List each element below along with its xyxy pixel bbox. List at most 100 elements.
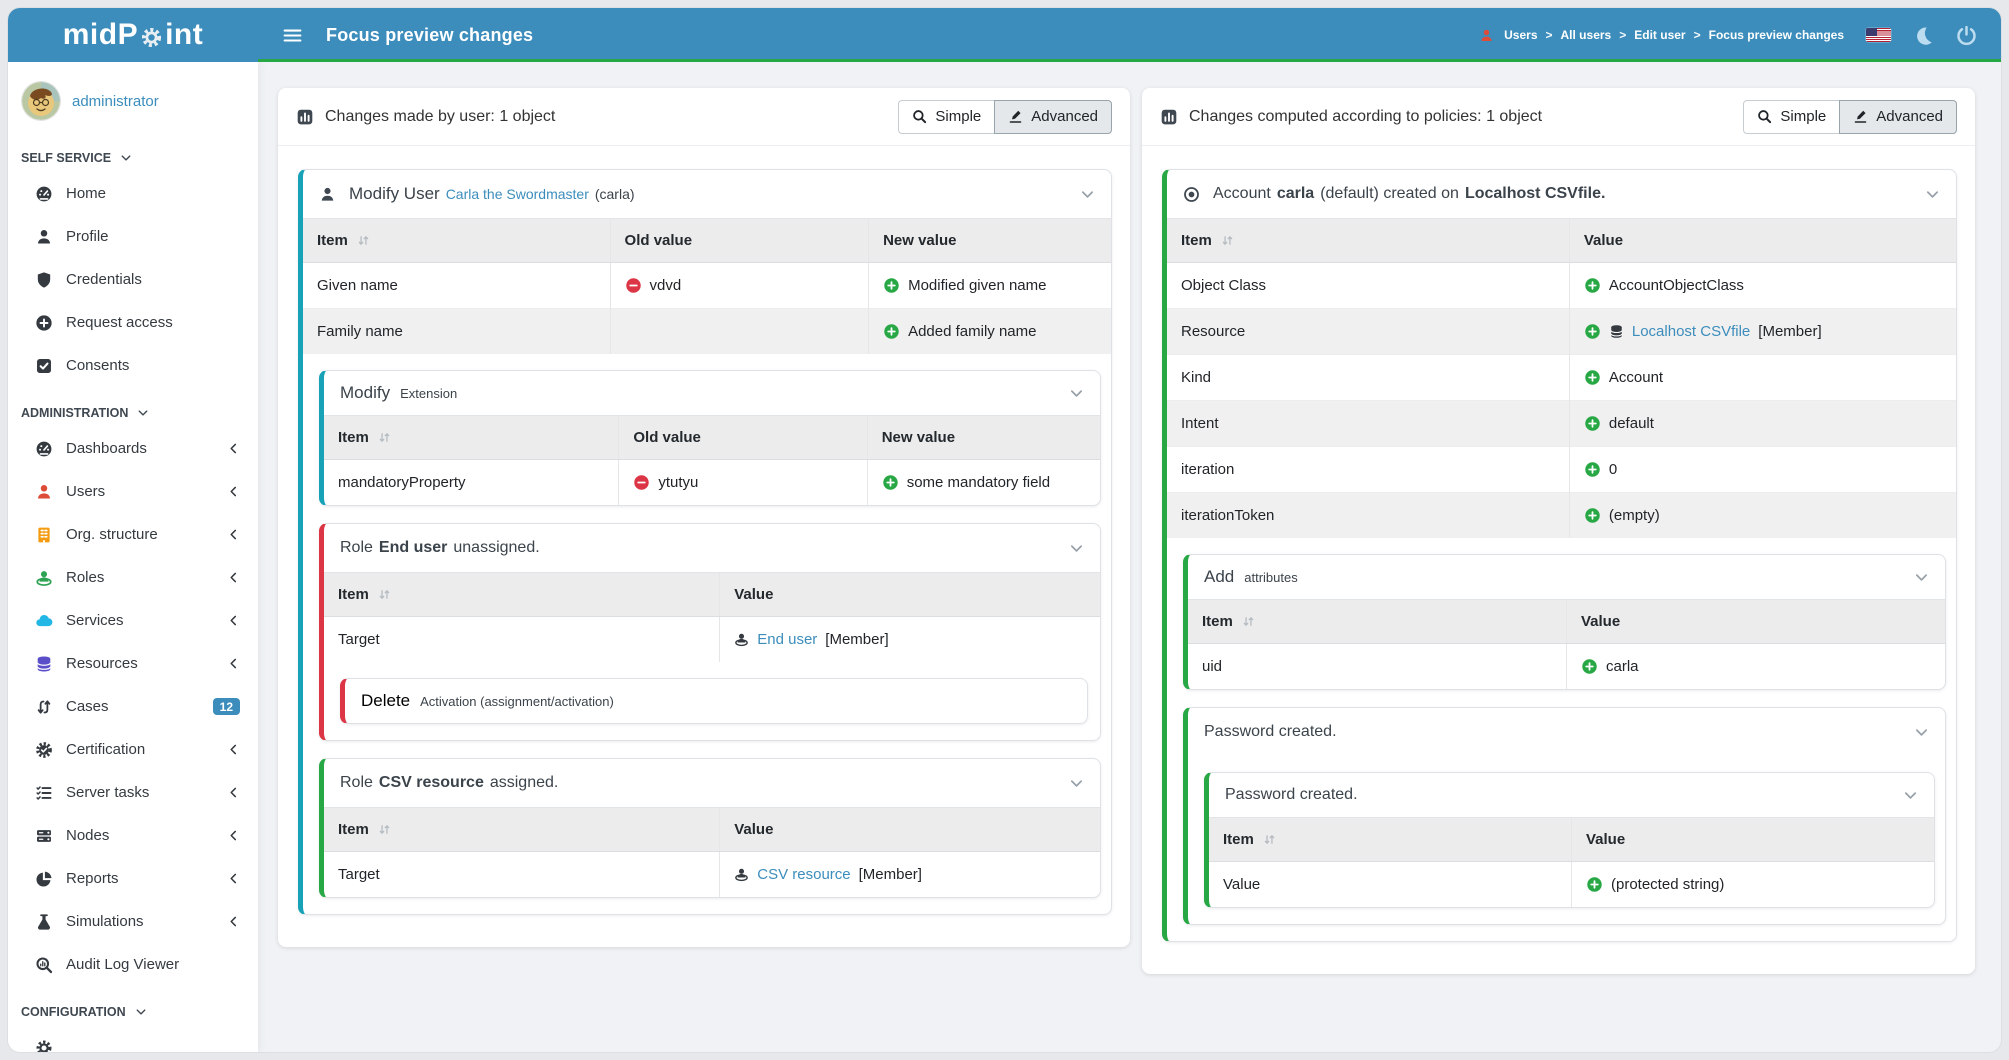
delete-activation-panel[interactable]: Delete Activation (assignment/activation…: [340, 678, 1088, 724]
search-icon: [1757, 109, 1772, 124]
column-header-item[interactable]: Item: [324, 572, 720, 617]
sort-icon[interactable]: [1263, 833, 1276, 846]
flask-icon: [35, 913, 53, 931]
role-csv-table: Item Value Target CSV resource [Member]: [324, 807, 1100, 897]
advanced-button[interactable]: Advanced: [1839, 99, 1957, 134]
localhost-csvfile-link[interactable]: Localhost CSVfile: [1631, 323, 1751, 340]
chevron-down-icon[interactable]: [1069, 386, 1084, 401]
password-created-inner-panel: Password created. Item Value: [1204, 772, 1935, 908]
current-user-link[interactable]: administrator: [72, 92, 159, 110]
end-user-role-link[interactable]: End user: [757, 631, 818, 648]
column-header-item[interactable]: Item: [324, 415, 619, 460]
chevron-left-icon: [227, 442, 240, 455]
sidebar-item-simulations[interactable]: Simulations: [8, 900, 258, 943]
sidebar-item-consents[interactable]: Consents: [8, 344, 258, 387]
column-header-item[interactable]: Item: [1188, 599, 1567, 644]
dark-mode-button[interactable]: [1913, 25, 1934, 46]
password-created-header[interactable]: Password created.: [1188, 708, 1945, 756]
breadcrumb-users[interactable]: Users: [1504, 28, 1538, 42]
shield-icon: [35, 271, 53, 289]
chart-square-icon: [296, 108, 314, 126]
section-self-service[interactable]: SELF SERVICE: [8, 132, 258, 172]
sort-icon[interactable]: [378, 823, 391, 836]
account-subpanels: Add attributes Item Value: [1167, 538, 1956, 941]
midpoint-logo[interactable]: midP int: [8, 18, 258, 52]
sidebar-item-credentials[interactable]: Credentials: [8, 258, 258, 301]
sidebar-item-users[interactable]: Users: [8, 470, 258, 513]
sidebar-item-profile[interactable]: Profile: [8, 215, 258, 258]
role-icon: [35, 569, 53, 587]
role-end-user-unassigned-panel: Role End user unassigned. Item Value: [319, 523, 1101, 741]
chevron-down-icon[interactable]: [1914, 725, 1929, 740]
seal-icon: [35, 741, 53, 759]
sort-icon[interactable]: [378, 431, 391, 444]
sort-icon[interactable]: [1221, 234, 1234, 247]
sidebar-item-request-access[interactable]: Request access: [8, 301, 258, 344]
sidebar-item-server-tasks[interactable]: Server tasks: [8, 771, 258, 814]
add-attributes-header[interactable]: Add attributes: [1188, 555, 1945, 599]
add-attributes-panel: Add attributes Item Value: [1183, 554, 1946, 690]
sidebar-item-partial[interactable]: [8, 1026, 258, 1052]
role-end-user-header[interactable]: Role End user unassigned.: [324, 524, 1100, 572]
plus-circle-icon: [1584, 461, 1601, 478]
role-csv-header[interactable]: Role CSV resource assigned.: [324, 759, 1100, 807]
simple-button[interactable]: Simple: [898, 99, 996, 134]
chevron-left-icon: [227, 743, 240, 756]
carla-user-link[interactable]: Carla the Swordmaster: [445, 186, 589, 202]
breadcrumb-all-users[interactable]: All users: [1560, 28, 1612, 42]
sidebar-item-resources[interactable]: Resources: [8, 642, 258, 685]
chevron-left-icon: [227, 528, 240, 541]
modify-extension-table: Item Old value New value mandatoryProper…: [324, 415, 1100, 505]
advanced-button[interactable]: Advanced: [994, 99, 1112, 134]
sidebar-item-org-structure[interactable]: Org. structure: [8, 513, 258, 556]
chevron-down-icon[interactable]: [1069, 541, 1084, 556]
sidebar-item-home[interactable]: Home: [8, 172, 258, 215]
case-arrows-icon: [35, 698, 53, 716]
section-administration[interactable]: ADMINISTRATION: [8, 387, 258, 427]
search-icon: [912, 109, 927, 124]
sidebar-item-services[interactable]: Services: [8, 599, 258, 642]
audit-search-icon: [35, 956, 53, 974]
us-flag-language-button[interactable]: [1866, 28, 1891, 42]
simple-button[interactable]: Simple: [1743, 99, 1841, 134]
chevron-down-icon[interactable]: [1914, 570, 1929, 585]
sidebar-item-roles[interactable]: Roles: [8, 556, 258, 599]
sidebar-item-certification[interactable]: Certification: [8, 728, 258, 771]
column-header-value: Value: [1566, 599, 1945, 644]
cases-count-badge: 12: [212, 698, 240, 715]
menu-icon: [282, 25, 303, 46]
plus-circle-icon: [883, 277, 900, 294]
sort-icon[interactable]: [378, 588, 391, 601]
sidebar-item-reports[interactable]: Reports: [8, 857, 258, 900]
section-configuration[interactable]: CONFIGURATION: [8, 986, 258, 1026]
sidebar-item-nodes[interactable]: Nodes: [8, 814, 258, 857]
account-created-panel: Account carla (default) created on Local…: [1162, 169, 1957, 942]
password-created-inner-header[interactable]: Password created.: [1209, 773, 1934, 817]
breadcrumb-current: Focus preview changes: [1708, 28, 1844, 42]
modify-extension-header[interactable]: Modify Extension: [324, 371, 1100, 415]
user-icon: [35, 483, 53, 501]
modify-user-panel-header[interactable]: Modify User Carla the Swordmaster (carla…: [303, 170, 1111, 218]
plus-circle-icon: [35, 314, 53, 332]
column-header-value: Value: [1571, 817, 1934, 862]
sort-icon[interactable]: [357, 234, 370, 247]
breadcrumb-edit-user[interactable]: Edit user: [1634, 28, 1686, 42]
chevron-down-icon[interactable]: [1069, 776, 1084, 791]
sidebar-item-cases[interactable]: Cases 12: [8, 685, 258, 728]
column-header-item[interactable]: Item: [303, 218, 611, 263]
column-header-item[interactable]: Item: [324, 807, 720, 852]
gear-icon: [35, 1039, 53, 1053]
sort-icon[interactable]: [1242, 615, 1255, 628]
account-created-header[interactable]: Account carla (default) created on Local…: [1167, 170, 1956, 218]
logout-button[interactable]: [1956, 25, 1977, 46]
sidebar-toggle-button[interactable]: [272, 15, 312, 55]
avatar[interactable]: [22, 82, 60, 120]
chevron-down-icon[interactable]: [1925, 187, 1940, 202]
csv-resource-role-link[interactable]: CSV resource: [757, 866, 851, 883]
column-header-item[interactable]: Item: [1209, 817, 1572, 862]
chevron-down-icon[interactable]: [1903, 788, 1918, 803]
chevron-down-icon[interactable]: [1080, 187, 1095, 202]
sidebar-item-audit-log-viewer[interactable]: Audit Log Viewer: [8, 943, 258, 986]
sidebar-item-dashboards[interactable]: Dashboards: [8, 427, 258, 470]
column-header-item[interactable]: Item: [1167, 218, 1570, 263]
